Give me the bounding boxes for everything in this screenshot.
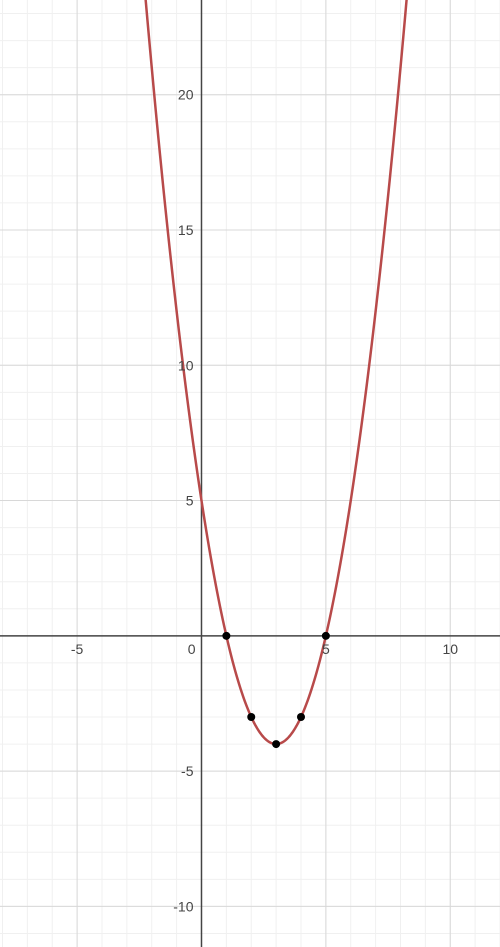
y-tick-label: 20: [178, 87, 194, 103]
y-tick-label: 15: [178, 222, 194, 238]
data-point: [297, 713, 305, 721]
data-point: [272, 740, 280, 748]
y-tick-label: -5: [181, 763, 194, 779]
data-point: [247, 713, 255, 721]
x-tick-label: -5: [71, 641, 84, 657]
x-tick-label: 5: [322, 641, 330, 657]
y-tick-label: 5: [186, 493, 194, 509]
y-tick-label: -10: [173, 898, 193, 914]
data-point: [322, 632, 330, 640]
x-tick-label: 10: [442, 641, 458, 657]
parabola-chart: -5 5 10 0 -10 -5 5 10 15 20: [0, 0, 500, 947]
y-tick-label: 10: [178, 357, 194, 373]
data-point: [222, 632, 230, 640]
origin-label: 0: [188, 641, 196, 657]
